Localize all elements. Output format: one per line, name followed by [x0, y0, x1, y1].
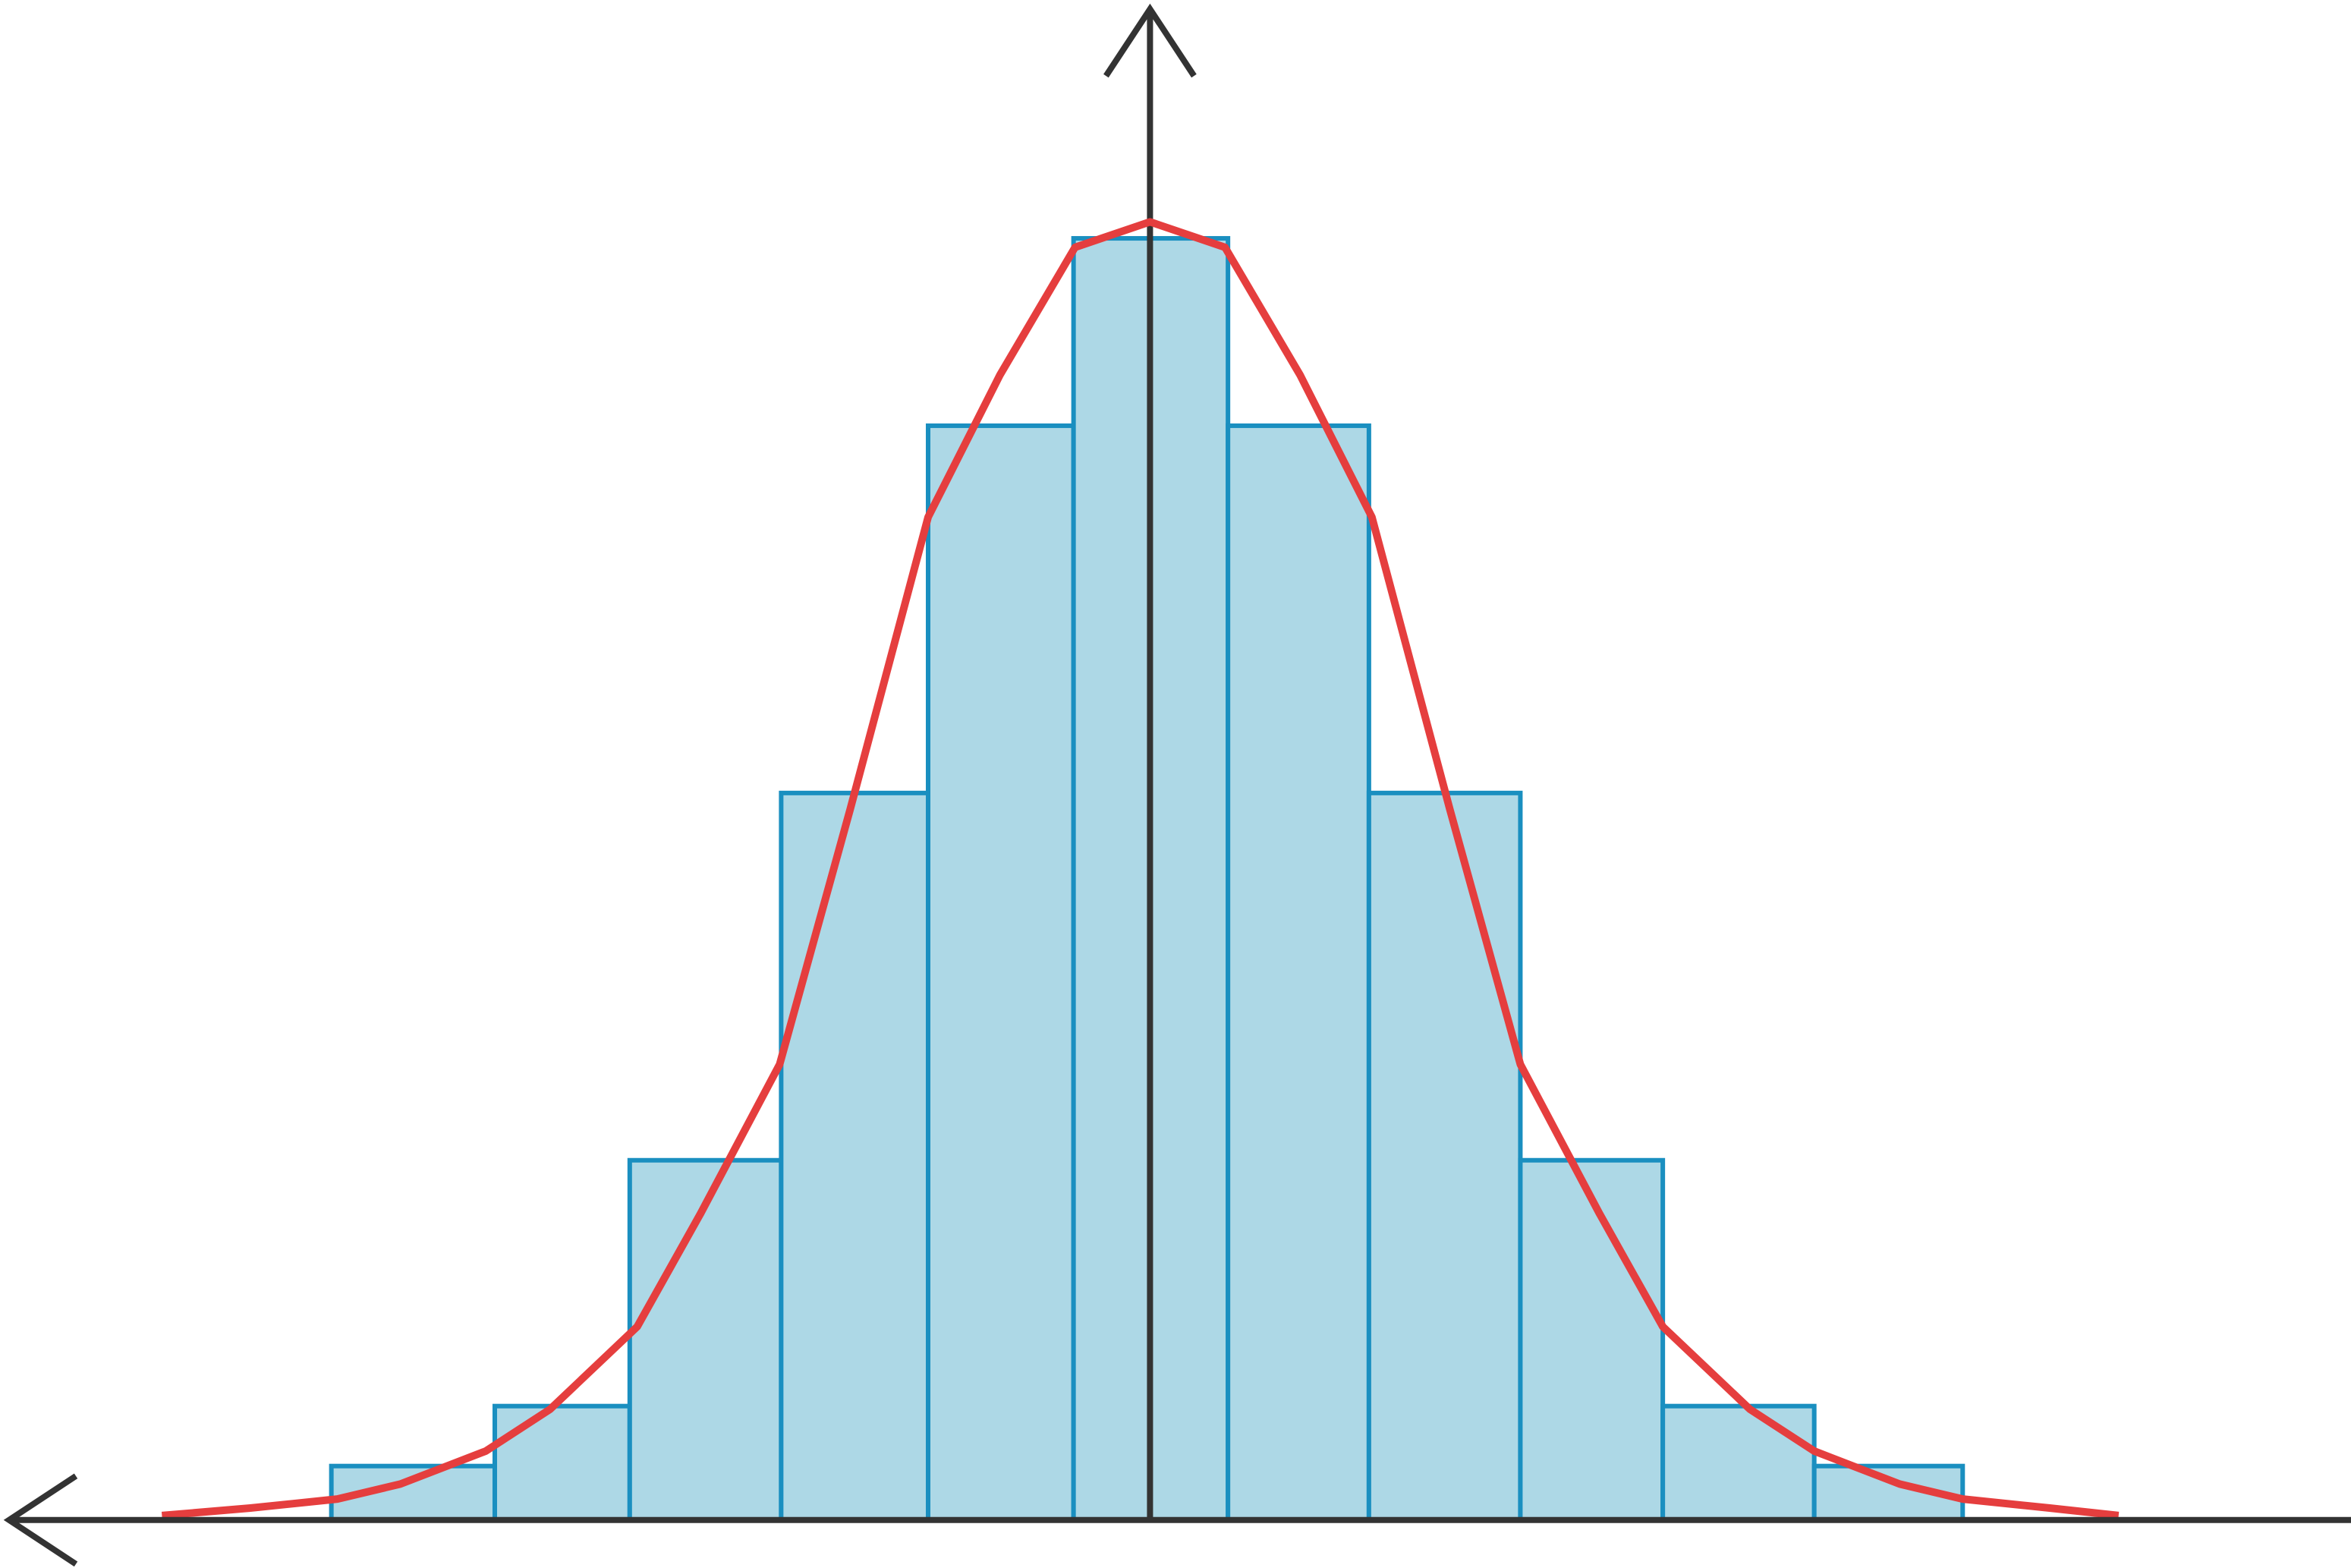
- histogram-bar: [779, 790, 930, 1522]
- histogram-bar: [1518, 1157, 1666, 1522]
- histogram-bar: [1660, 1403, 1817, 1522]
- histogram-bar: [1366, 790, 1523, 1522]
- y-axis-arrow: [1103, 3, 1197, 78]
- histogram-bar: [493, 1403, 632, 1522]
- x-axis-arrow: [3, 1473, 78, 1567]
- histogram-bar: [627, 1157, 784, 1522]
- density-curve: [161, 218, 2120, 1519]
- histogram-bar: [1226, 423, 1371, 1522]
- histogram-bar: [925, 423, 1076, 1522]
